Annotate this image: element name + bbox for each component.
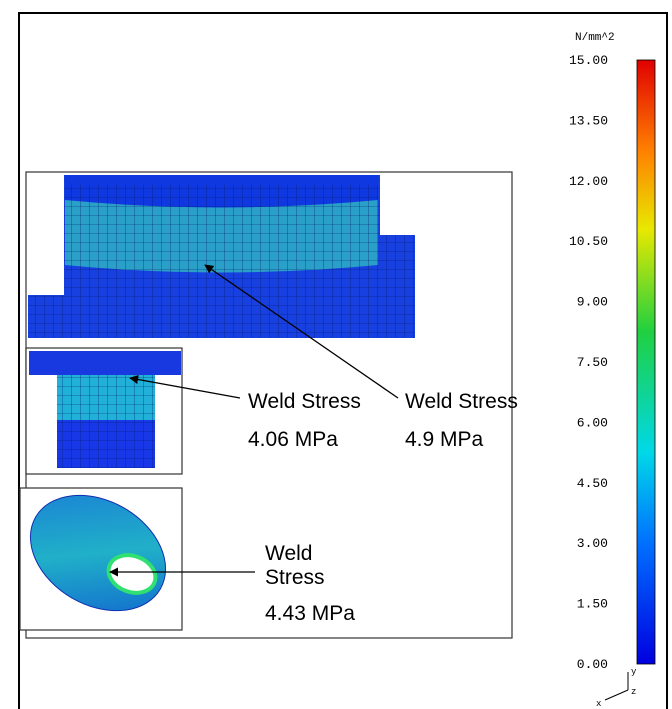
weld-bottom-image xyxy=(10,472,187,634)
tick-label: 12.00 xyxy=(569,174,608,189)
axis-label: z xyxy=(631,687,636,697)
annotation: Weld Stress xyxy=(248,390,361,413)
annotation: 4.06 MPa xyxy=(248,428,338,451)
color-bar xyxy=(637,60,655,664)
tick-label: 7.50 xyxy=(577,355,608,370)
tick-label: 3.00 xyxy=(577,536,608,551)
tick-label: 9.00 xyxy=(577,295,608,310)
tick-label: 10.50 xyxy=(569,234,608,249)
annotation: 4.43 MPa xyxy=(265,602,355,625)
triad: y z x xyxy=(596,667,637,709)
tick-label: 6.00 xyxy=(577,415,608,430)
tick-label: 0.00 xyxy=(577,657,608,672)
tick-label: 1.50 xyxy=(577,597,608,612)
annotation: Stress xyxy=(265,566,325,589)
axis-label: x xyxy=(596,699,601,709)
annotation: Weld xyxy=(265,542,312,565)
tick-label: 15.00 xyxy=(569,53,608,68)
annotation: Weld Stress xyxy=(405,390,518,413)
weld-top-image xyxy=(28,175,415,338)
tick-label: 4.50 xyxy=(577,476,608,491)
unit-label: N/mm^2 xyxy=(575,32,615,44)
tick-label: 13.50 xyxy=(569,113,608,128)
stress-plot: Weld Stress 4.06 MPa Weld Stress 4.9 MPa… xyxy=(0,0,672,709)
weld-middle-image xyxy=(26,348,182,474)
annotation: 4.9 MPa xyxy=(405,428,484,451)
axis-label: y xyxy=(631,667,637,677)
